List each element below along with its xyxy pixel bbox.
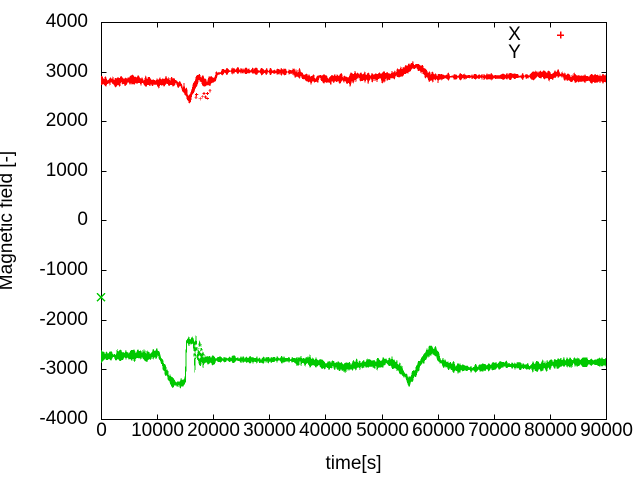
svg-text:time[s]: time[s] <box>326 453 382 474</box>
svg-text:3000: 3000 <box>46 61 88 82</box>
svg-text:2000: 2000 <box>46 110 88 131</box>
svg-text:-4000: -4000 <box>39 408 88 429</box>
svg-text:40000: 40000 <box>299 420 352 441</box>
svg-text:30000: 30000 <box>243 420 296 441</box>
svg-text:Magnetic field [-]: Magnetic field [-] <box>0 151 17 290</box>
svg-text:90000: 90000 <box>580 420 633 441</box>
svg-text:20000: 20000 <box>187 420 240 441</box>
svg-text:70000: 70000 <box>468 420 521 441</box>
svg-text:0: 0 <box>96 420 107 441</box>
svg-text:50000: 50000 <box>356 420 409 441</box>
svg-text:4000: 4000 <box>46 11 88 32</box>
svg-text:1000: 1000 <box>46 160 88 181</box>
svg-text:0: 0 <box>77 209 88 230</box>
svg-text:-2000: -2000 <box>39 309 88 330</box>
svg-text:Y: Y <box>508 42 521 63</box>
svg-text:60000: 60000 <box>412 420 465 441</box>
svg-text:-1000: -1000 <box>39 259 88 280</box>
svg-text:80000: 80000 <box>524 420 577 441</box>
svg-text:10000: 10000 <box>131 420 184 441</box>
svg-text:-3000: -3000 <box>39 358 88 379</box>
